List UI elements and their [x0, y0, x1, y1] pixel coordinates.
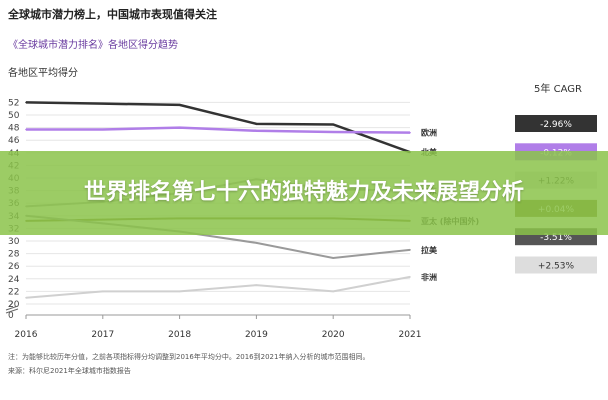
x-tick-label: 2016: [15, 330, 38, 340]
series-label-5: 非洲: [421, 272, 437, 282]
y-tick-label: 50: [8, 111, 20, 121]
footnote-note: 注：为能够比较历年分值，之前各项指标得分均调整到2016年平均分中。2016到2…: [8, 353, 370, 361]
data-point-0: [332, 123, 335, 126]
cagr-column-title: 5年 CAGR: [534, 84, 582, 95]
data-point-0: [25, 101, 27, 104]
banner-title: 世界排名第七十六的独特魅力及未来展望分析: [83, 180, 524, 205]
cagr-value-4: -3.51%: [540, 233, 572, 243]
data-point-5: [25, 296, 27, 299]
data-point-5: [102, 290, 104, 293]
x-tick-label: 2020: [322, 330, 345, 340]
x-tick-label: 2019: [245, 330, 268, 340]
data-point-4: [332, 257, 335, 259]
data-point-5: [255, 284, 258, 286]
page-title: 全球城市潜力榜上，中国城市表现值得关注: [8, 8, 217, 21]
y-tick-label: 52: [8, 98, 19, 108]
cagr-value-5: +2.53%: [538, 262, 575, 272]
y-tick-label: 22: [8, 287, 19, 297]
data-point-5: [332, 290, 335, 293]
data-point-1: [178, 126, 181, 129]
cagr-box-0: [515, 115, 597, 132]
footnote-source: 来源：科尔尼2021年全球城市指数报告: [8, 367, 131, 375]
axis-break-mark: [5, 305, 19, 311]
data-point-0: [255, 123, 258, 125]
data-point-4: [409, 249, 411, 251]
data-point-4: [255, 242, 258, 244]
y-tick-label: 24: [8, 275, 20, 285]
x-tick-label: 2017: [91, 330, 114, 340]
x-tick-label: 2018: [168, 330, 191, 340]
y-tick-label: 20: [8, 300, 20, 310]
y-axis-label: 各地区平均得分: [8, 68, 78, 79]
overlay-banner: 世界排名第七十六的独特魅力及未来展望分析: [0, 151, 608, 235]
x-tick-label: 2021: [399, 330, 422, 340]
axis-break-mark: [5, 308, 19, 314]
y-tick-label: 0: [8, 311, 14, 321]
series-line-1: [26, 126, 411, 134]
data-point-1: [102, 128, 104, 131]
data-point-1: [25, 128, 27, 131]
y-tick-label: 48: [8, 124, 20, 134]
cagr-box-5: [515, 256, 597, 274]
series-label-1: 欧洲: [421, 128, 437, 138]
data-point-5: [409, 276, 411, 278]
y-tick-label: 26: [8, 262, 20, 272]
y-tick-label: 30: [8, 237, 20, 247]
cagr-value-0: -2.96%: [540, 120, 572, 130]
y-tick-label: 28: [8, 250, 20, 260]
data-point-0: [102, 102, 104, 105]
data-point-1: [409, 131, 411, 134]
y-tick-label: 2: [8, 300, 14, 310]
series-label-4: 拉美: [421, 245, 438, 255]
data-point-1: [255, 129, 258, 132]
data-point-1: [332, 131, 335, 133]
series-line-0: [25, 101, 411, 154]
chart-subtitle: 《全球城市潜力排名》各地区得分趋势: [8, 40, 178, 51]
y-tick-label: 46: [8, 136, 20, 146]
data-point-5: [178, 290, 181, 293]
series-line-5: [25, 275, 411, 299]
data-point-0: [178, 104, 181, 106]
